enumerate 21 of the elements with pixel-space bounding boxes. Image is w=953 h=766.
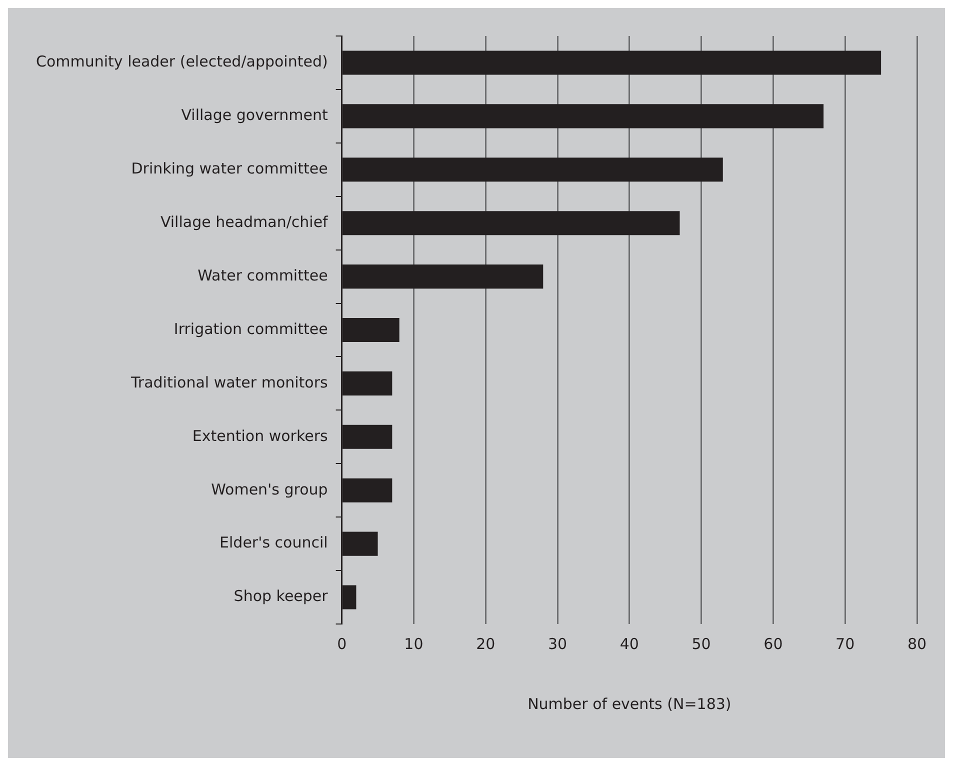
y-tick-label: Water committee <box>198 266 328 284</box>
x-tick-label: 70 <box>836 634 855 653</box>
x-tick-label: 60 <box>764 634 783 653</box>
y-tick-label: Traditional water monitors <box>130 373 328 392</box>
x-tick-label: 50 <box>692 634 711 653</box>
y-tick-label: Irrigation committee <box>174 320 328 338</box>
y-tick-label: Village government <box>181 106 328 124</box>
x-tick-label: 10 <box>404 634 424 653</box>
y-tick-label: Shop keeper <box>234 587 329 606</box>
x-tick-label: 80 <box>907 634 927 653</box>
x-tick-label: 20 <box>476 634 496 653</box>
x-tick-label: 0 <box>337 634 347 653</box>
y-tick-label: Women's group <box>211 480 328 498</box>
x-axis-title: Number of events (N=183) <box>528 694 732 713</box>
x-tick-label: 40 <box>620 634 639 653</box>
y-tick-label: Village headman/chief <box>160 212 329 231</box>
y-tick-label: Elder's council <box>220 534 328 552</box>
y-tick-label: Extention workers <box>192 426 328 445</box>
y-tick-label: Drinking water committee <box>131 160 328 178</box>
y-tick-label: Community leader (elected/appointed) <box>36 52 328 71</box>
x-tick-label: 30 <box>548 634 568 653</box>
